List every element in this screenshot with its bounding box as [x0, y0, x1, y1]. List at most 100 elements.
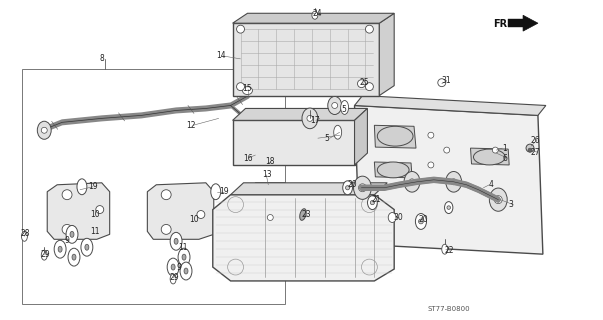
Text: 29: 29 [169, 274, 178, 283]
Text: 16: 16 [244, 154, 253, 163]
Ellipse shape [442, 244, 447, 254]
Ellipse shape [178, 248, 190, 266]
Ellipse shape [418, 219, 423, 224]
Text: 9: 9 [176, 263, 181, 272]
Text: 10: 10 [189, 215, 198, 224]
Ellipse shape [171, 264, 175, 270]
Ellipse shape [365, 83, 373, 91]
Ellipse shape [22, 231, 27, 241]
Ellipse shape [62, 190, 72, 200]
Polygon shape [355, 108, 367, 165]
Text: 17: 17 [310, 116, 320, 125]
Text: 19: 19 [219, 187, 229, 196]
Ellipse shape [343, 181, 353, 195]
Text: 27: 27 [531, 148, 541, 156]
Text: 13: 13 [262, 170, 272, 180]
Ellipse shape [242, 120, 254, 135]
Ellipse shape [300, 209, 306, 220]
Text: 29: 29 [40, 250, 50, 259]
Ellipse shape [54, 240, 66, 258]
Ellipse shape [346, 186, 350, 190]
Ellipse shape [267, 214, 273, 220]
Text: 26: 26 [531, 136, 541, 145]
Polygon shape [233, 13, 394, 23]
Text: 15: 15 [242, 84, 252, 93]
Ellipse shape [170, 232, 182, 250]
Text: 21: 21 [371, 195, 381, 204]
Ellipse shape [490, 188, 507, 211]
Ellipse shape [341, 100, 349, 114]
Ellipse shape [446, 172, 462, 192]
Text: 3: 3 [508, 200, 513, 209]
Polygon shape [230, 183, 387, 195]
Text: 11: 11 [178, 243, 188, 252]
Bar [22, 69, 285, 304]
Ellipse shape [180, 262, 192, 280]
Ellipse shape [492, 147, 498, 153]
Ellipse shape [170, 274, 176, 284]
Text: 4: 4 [488, 180, 493, 189]
Ellipse shape [81, 238, 93, 256]
Text: 14: 14 [216, 52, 226, 60]
Text: 5: 5 [342, 105, 347, 114]
Ellipse shape [236, 25, 244, 33]
Ellipse shape [353, 176, 371, 199]
Ellipse shape [302, 108, 318, 129]
Text: FR.: FR. [493, 19, 511, 29]
Ellipse shape [167, 258, 179, 276]
Ellipse shape [68, 248, 80, 266]
Ellipse shape [244, 76, 257, 95]
Text: 6: 6 [502, 154, 507, 163]
Text: 9: 9 [64, 236, 69, 245]
Ellipse shape [359, 184, 367, 192]
Ellipse shape [450, 179, 456, 185]
Text: 10: 10 [90, 210, 99, 219]
Text: 30: 30 [393, 213, 403, 222]
Polygon shape [233, 120, 355, 165]
Polygon shape [523, 15, 538, 31]
Ellipse shape [197, 211, 205, 219]
Polygon shape [374, 162, 412, 178]
Text: 11: 11 [90, 227, 99, 236]
Polygon shape [355, 106, 543, 254]
Polygon shape [147, 183, 214, 239]
Ellipse shape [526, 144, 534, 152]
Ellipse shape [312, 11, 318, 19]
Ellipse shape [332, 102, 338, 108]
Ellipse shape [377, 126, 413, 146]
Text: 23: 23 [302, 210, 312, 219]
Polygon shape [374, 125, 416, 148]
Ellipse shape [236, 83, 244, 91]
Text: 22: 22 [445, 246, 454, 255]
Text: 20: 20 [419, 215, 429, 224]
Ellipse shape [528, 148, 532, 152]
Ellipse shape [161, 190, 171, 200]
Ellipse shape [447, 206, 450, 209]
Text: 19: 19 [88, 182, 98, 191]
Ellipse shape [184, 268, 188, 274]
Ellipse shape [444, 202, 453, 213]
Text: 28: 28 [21, 229, 30, 238]
Ellipse shape [85, 244, 89, 250]
Ellipse shape [333, 125, 342, 139]
Ellipse shape [370, 201, 374, 205]
Ellipse shape [428, 162, 434, 168]
Text: ST77-B0800: ST77-B0800 [428, 306, 470, 312]
Ellipse shape [328, 96, 342, 115]
Ellipse shape [367, 196, 377, 210]
Text: 18: 18 [265, 157, 275, 166]
Ellipse shape [428, 132, 434, 138]
Ellipse shape [473, 149, 505, 165]
Text: 12: 12 [186, 121, 195, 130]
Polygon shape [470, 148, 509, 165]
Text: 5: 5 [325, 134, 330, 143]
Ellipse shape [174, 238, 178, 244]
Ellipse shape [388, 212, 396, 222]
Ellipse shape [494, 196, 502, 204]
Ellipse shape [444, 147, 450, 153]
Ellipse shape [247, 83, 253, 89]
Ellipse shape [77, 179, 87, 195]
Ellipse shape [438, 79, 446, 87]
Polygon shape [355, 96, 546, 116]
Ellipse shape [242, 87, 253, 95]
